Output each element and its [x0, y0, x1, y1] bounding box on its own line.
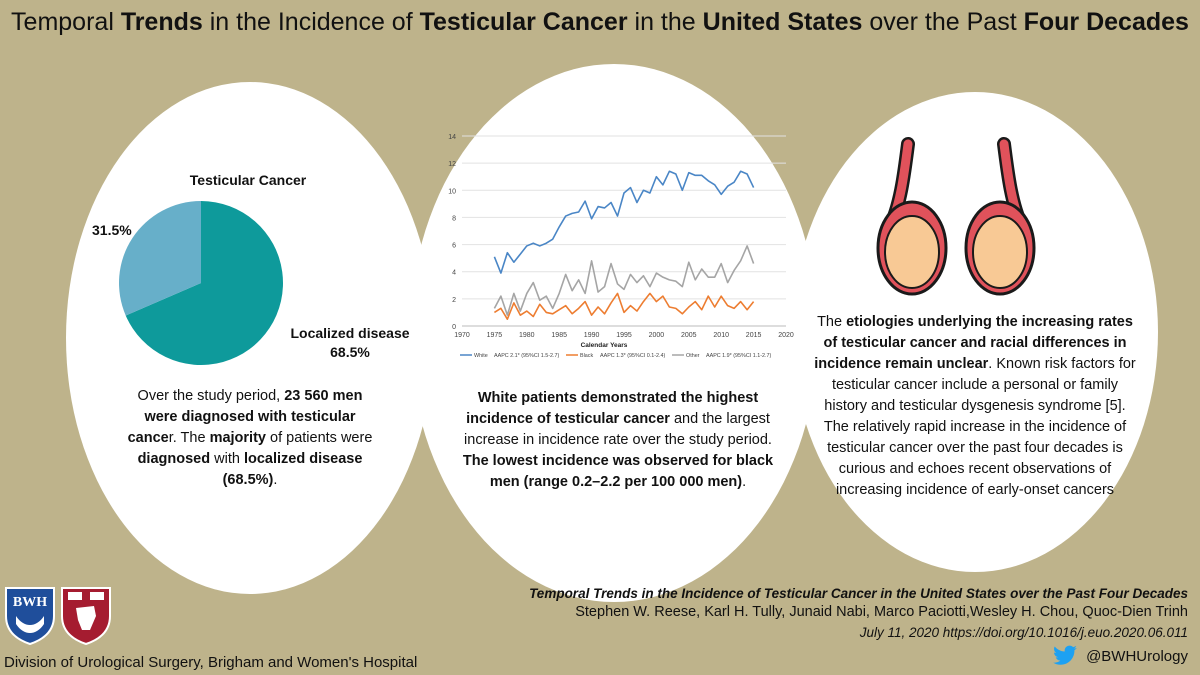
svg-text:BWH: BWH	[13, 595, 47, 610]
x-tick-label: 1975	[487, 332, 503, 339]
x-tick-label: 2000	[649, 332, 665, 339]
testes-illustration	[876, 137, 1036, 296]
x-tick-label: 1990	[584, 332, 600, 339]
legend-label-white: White	[474, 353, 488, 359]
paper-title: Temporal Trends in the Incidence of Test…	[529, 586, 1188, 601]
y-tick-label: 12	[448, 161, 456, 168]
x-tick-label: 1985	[551, 332, 567, 339]
pie-slice-other	[119, 201, 201, 316]
legend-note-black: AAPC 1.3* (95%CI 0.1-2.4)	[600, 353, 666, 359]
x-tick-label: 2010	[713, 332, 729, 339]
division-name: Division of Urological Surgery, Brigham …	[4, 654, 418, 671]
paper-date-doi[interactable]: July 11, 2020 https://doi.org/10.1016/j.…	[859, 625, 1188, 640]
y-tick-label: 10	[448, 188, 456, 195]
left-testis-icon	[876, 137, 948, 296]
center-panel-text: White patients demonstrated the highest …	[462, 390, 774, 490]
pie-slice-localized-disease	[125, 201, 284, 365]
pie-chart	[119, 201, 284, 365]
y-tick-label: 14	[448, 134, 456, 141]
x-tick-label: 2015	[746, 332, 762, 339]
right-panel-text: The etiologies underlying the increasing…	[814, 314, 1136, 498]
incidence-line-chart: 0 2 4 6 8 10 12 14 1970 1975 1980 1985 1990 1995 2000 2…	[448, 134, 794, 359]
x-tick-label: 2020	[778, 332, 794, 339]
legend-note-other: AAPC 1.9* (95%CI 1.1-2.7)	[706, 353, 772, 359]
twitter-icon	[1053, 645, 1077, 665]
x-tick-label: 1970	[454, 332, 470, 339]
legend-note-white: AAPC 2.1* (95%CI 1.5-2.7)	[494, 353, 560, 359]
x-tick-label: 2005	[681, 332, 697, 339]
harvard-shield-icon	[61, 587, 111, 646]
pie-label-localized: Localized disease 68.5%	[290, 325, 410, 360]
page-title: Temporal Trends in the Incidence of Test…	[11, 8, 1189, 36]
twitter-handle[interactable]: @BWHUrology	[1052, 645, 1188, 667]
right-testis-icon	[964, 137, 1036, 296]
logos: BWH	[4, 586, 112, 646]
series-line-white	[493, 170, 755, 274]
legend-label-black: Black	[580, 353, 593, 359]
series-line-other	[493, 245, 755, 316]
legend-label-other: Other	[686, 353, 700, 359]
y-tick-label: 2	[452, 297, 456, 304]
left-panel-text: Over the study period, 23 560 men were d…	[127, 388, 373, 488]
x-tick-label: 1980	[519, 332, 535, 339]
y-tick-label: 4	[452, 270, 456, 277]
y-tick-label: 6	[452, 243, 456, 250]
twitter-handle-text: @BWHUrology	[1086, 647, 1188, 665]
y-tick-label: 0	[452, 324, 456, 331]
paper-authors: Stephen W. Reese, Karl H. Tully, Junaid …	[575, 604, 1188, 620]
bwh-shield-icon: BWH	[5, 587, 55, 646]
pie-title: Testicular Cancer	[189, 172, 307, 188]
y-tick-label: 8	[452, 215, 456, 222]
pie-label-other: 31.5%	[92, 222, 132, 238]
x-axis-label: Calendar Years	[581, 342, 628, 349]
series-line-black	[493, 292, 755, 321]
center-panel	[410, 64, 818, 602]
right-panel	[792, 92, 1158, 572]
x-tick-label: 1995	[616, 332, 632, 339]
